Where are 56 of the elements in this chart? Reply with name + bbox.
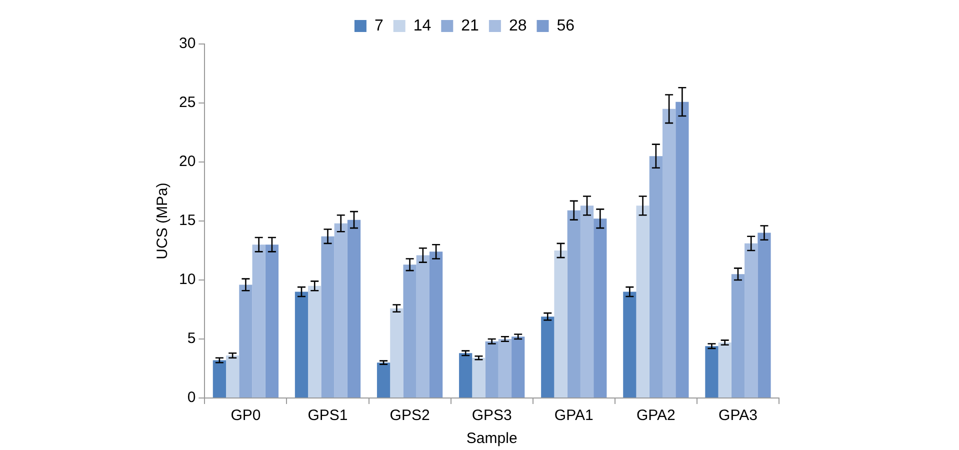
bar bbox=[731, 274, 745, 398]
legend-label: 21 bbox=[461, 17, 480, 34]
bar bbox=[744, 243, 758, 398]
bar bbox=[308, 286, 322, 398]
bar bbox=[347, 220, 361, 398]
legend-label: 56 bbox=[556, 17, 575, 34]
x-tick-label: GPA1 bbox=[554, 407, 594, 424]
bar bbox=[239, 284, 252, 398]
bar bbox=[252, 244, 266, 398]
x-tick-label: GPS2 bbox=[390, 407, 430, 424]
y-tick-label: 20 bbox=[178, 153, 196, 170]
bar bbox=[390, 308, 404, 398]
bar bbox=[541, 316, 554, 398]
y-tick-label: 10 bbox=[178, 271, 196, 288]
bar bbox=[334, 223, 348, 398]
y-tick-label: 5 bbox=[187, 330, 196, 348]
x-tick-label: GPS3 bbox=[472, 407, 512, 424]
legend-label: 7 bbox=[374, 17, 384, 34]
bar bbox=[662, 108, 676, 398]
bar bbox=[649, 156, 662, 398]
y-tick-label: 0 bbox=[187, 389, 196, 406]
bar bbox=[594, 218, 607, 398]
x-tick-label: GPA2 bbox=[636, 407, 676, 424]
bar bbox=[265, 244, 279, 398]
y-axis-title: UCS (MPa) bbox=[154, 182, 172, 260]
y-tick-label: 30 bbox=[178, 35, 196, 52]
legend-label: 14 bbox=[413, 17, 432, 34]
bar bbox=[512, 336, 525, 398]
y-tick-label: 15 bbox=[178, 212, 196, 230]
legend-label: 28 bbox=[508, 17, 527, 34]
x-tick-label: GPS1 bbox=[308, 407, 348, 424]
bar bbox=[212, 360, 226, 398]
bar bbox=[226, 356, 240, 398]
x-tick-label: GPA3 bbox=[718, 407, 758, 424]
bar bbox=[376, 362, 390, 398]
bar bbox=[676, 102, 689, 398]
bar bbox=[429, 252, 443, 398]
bar bbox=[459, 353, 472, 398]
bar bbox=[498, 339, 512, 398]
y-tick-label: 25 bbox=[178, 94, 196, 112]
bar bbox=[580, 206, 594, 398]
bar bbox=[758, 232, 771, 398]
bar bbox=[705, 346, 718, 398]
bar bbox=[321, 236, 334, 398]
x-axis-title: Sample bbox=[466, 430, 518, 448]
bar bbox=[403, 264, 416, 398]
bar bbox=[567, 210, 580, 398]
bar bbox=[623, 292, 636, 398]
x-tick-label: GP0 bbox=[230, 407, 261, 424]
bar bbox=[718, 342, 732, 398]
bar bbox=[294, 292, 308, 398]
bar bbox=[472, 358, 486, 398]
bar bbox=[554, 250, 568, 398]
bar bbox=[416, 255, 430, 398]
bar bbox=[485, 341, 498, 398]
bar bbox=[636, 206, 650, 398]
